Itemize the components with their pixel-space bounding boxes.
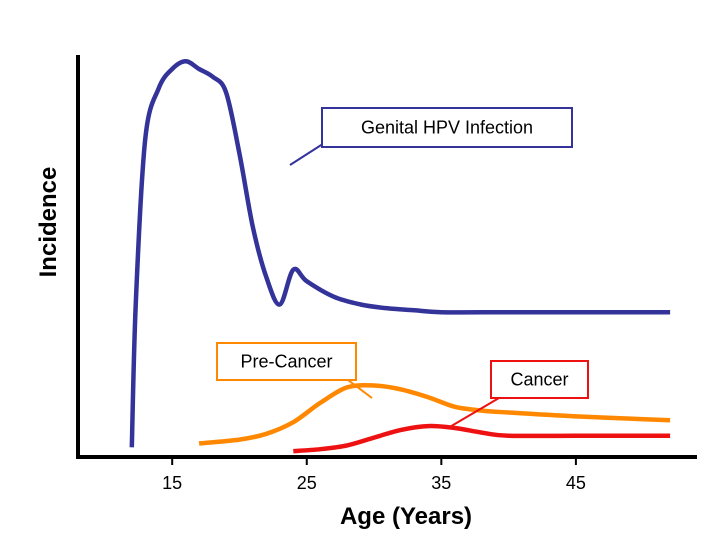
callout-leader-line	[347, 379, 373, 399]
series-line-pre-cancer	[198, 382, 671, 446]
x-tick-label: 15	[162, 473, 182, 493]
x-ticks: 15 25 35 45	[162, 457, 586, 493]
y-axis-title: Incidence	[35, 167, 62, 278]
x-tick-label: 35	[431, 473, 451, 493]
callout-cancer: Cancer	[447, 360, 589, 429]
callout-pre-cancer: Pre-Cancer	[216, 342, 373, 399]
callout-box	[216, 342, 357, 381]
x-axis-title: Age (Years)	[340, 503, 472, 530]
plot-lines	[129, 59, 671, 454]
series-line-cancer	[293, 423, 671, 454]
x-tick-label: 45	[566, 473, 586, 493]
callout-box	[490, 360, 589, 399]
x-tick-label: 25	[297, 473, 317, 493]
callout-box	[321, 107, 573, 148]
callout-label: Cancer	[510, 370, 568, 390]
callout-genital-hpv-infection: Genital HPV Infection	[289, 107, 573, 166]
callout-label: Pre-Cancer	[240, 352, 332, 372]
callout-leader-line	[447, 397, 500, 429]
callouts: Genital HPV Infection Pre-Cancer Cancer	[216, 107, 589, 429]
callout-label: Genital HPV Infection	[361, 118, 533, 138]
series-line-genital-hpv-infection	[129, 59, 671, 448]
